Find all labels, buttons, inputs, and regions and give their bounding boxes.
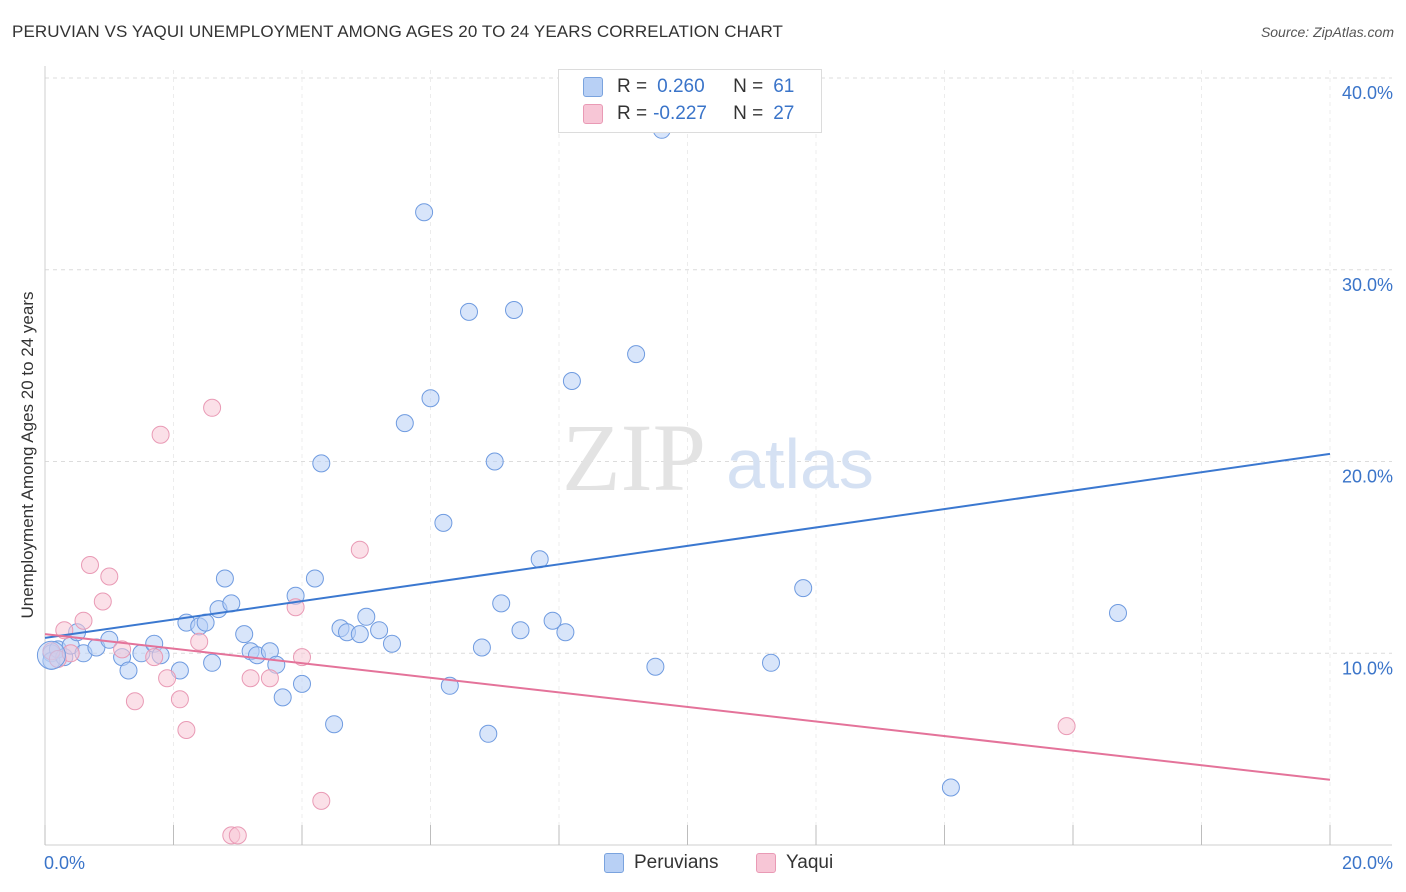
peruvians-point [203, 653, 222, 672]
yaqui-legend-label: Yaqui [786, 852, 834, 873]
peruvians-point [485, 452, 504, 471]
peruvians-point [370, 621, 389, 640]
yaqui-point [81, 556, 99, 574]
peruvians-point [941, 778, 960, 797]
peruvians-trend-line [44, 452, 1331, 639]
legend-row-peruvians: R = 0.260 N = 61 [583, 75, 794, 99]
peruvians-point [305, 569, 324, 588]
peruvians-point [794, 579, 813, 598]
yaqui-point [293, 648, 311, 667]
yaqui-r-value: -0.227 [653, 103, 707, 124]
peruvians-point [1109, 604, 1127, 622]
correlation-legend: R = 0.260 N = 61 R = -0.227 N = 27 [558, 69, 822, 133]
chart-source: Source: ZipAtlas.com [1260, 24, 1394, 40]
x-tick-label: 0.0% [44, 853, 85, 873]
peruvians-point [235, 625, 254, 644]
peruvians-point [222, 594, 241, 613]
yaqui-point [151, 425, 170, 444]
yaqui-swatch [583, 104, 603, 124]
peruvians-point [350, 625, 369, 644]
peruvians-point [357, 607, 376, 626]
peruvians-point [395, 414, 414, 433]
yaqui-point [93, 592, 112, 611]
peruvians-point [440, 676, 459, 695]
peruvians-point [543, 611, 562, 630]
yaqui-point [158, 669, 177, 688]
watermark-atlas: atlas [726, 425, 874, 503]
yaqui-trend-line [44, 633, 1331, 781]
peruvians-point [383, 634, 401, 653]
y-tick-label: 40.0% [1342, 83, 1393, 103]
peruvians-point [460, 302, 478, 321]
peruvians-legend-label: Peruvians [634, 852, 719, 873]
bottom-legend-peruvians: Peruvians [604, 852, 719, 874]
peruvians-point [119, 661, 138, 680]
peruvians-point [273, 688, 292, 707]
peruvians-point [312, 454, 331, 473]
tick-labels: 10.0% 20.0% 30.0% 40.0% 0.0% 20.0% [44, 83, 1393, 873]
legend-n-label: N = [733, 76, 764, 97]
yaqui-point [125, 692, 144, 711]
yaqui-point [145, 648, 164, 667]
peruvians-point [562, 372, 581, 390]
grid [45, 70, 1392, 845]
chart-title: PERUVIAN VS YAQUI UNEMPLOYMENT AMONG AGE… [12, 22, 784, 41]
peruvians-point [472, 638, 491, 657]
legend-n-label: N = [733, 103, 764, 124]
watermark: ZIP atlas [562, 404, 874, 511]
yaqui-point [241, 669, 260, 688]
peruvians-point [762, 653, 780, 672]
yaqui-point [170, 690, 189, 709]
watermark-zip: ZIP [562, 404, 706, 511]
peruvians-point [511, 621, 530, 640]
bottom-legend-yaqui: Yaqui [756, 852, 833, 874]
yaqui-point [350, 540, 369, 559]
y-tick-label: 20.0% [1342, 467, 1393, 487]
yaqui-point [190, 632, 209, 651]
peruvians-point [36, 640, 66, 670]
peruvians-point [325, 715, 344, 734]
yaqui-point [203, 398, 222, 417]
peruvians-point [421, 389, 440, 408]
yaqui-point [260, 669, 279, 688]
yaqui-n-value: 27 [773, 103, 795, 124]
y-axis-label: Unemployment Among Ages 20 to 24 years [18, 291, 37, 619]
peruvians-point [434, 513, 453, 532]
peruvians-point [646, 657, 665, 676]
peruvians-point [415, 203, 434, 222]
peruvians-point [293, 674, 311, 693]
yaqui-point [228, 826, 247, 845]
yaqui-legend-swatch [756, 853, 776, 873]
trend-lines [44, 452, 1331, 781]
yaqui-point [1057, 717, 1076, 736]
x-tick-label: 20.0% [1342, 853, 1393, 873]
peruvians-point [627, 345, 646, 364]
yaqui-point [177, 721, 196, 739]
legend-r-label: R = [617, 103, 648, 124]
yaqui-point [100, 567, 119, 586]
peruvians-point [505, 301, 523, 319]
peruvians-point [215, 569, 234, 588]
peruvians-r-value: 0.260 [657, 76, 705, 97]
yaqui-point [312, 791, 331, 810]
peruvians-n-value: 61 [773, 76, 795, 97]
peruvians-swatch [583, 77, 603, 97]
peruvians-point [492, 594, 511, 613]
y-tick-label: 30.0% [1342, 275, 1393, 295]
legend-row-yaqui: R = -0.227 N = 27 [583, 102, 794, 126]
peruvians-legend-swatch [604, 853, 624, 873]
peruvians-point [556, 623, 575, 642]
axes [44, 66, 1392, 846]
yaqui-point [74, 611, 93, 630]
legend-r-label: R = [617, 76, 648, 97]
peruvians-point [479, 724, 498, 743]
y-tick-label: 10.0% [1342, 658, 1393, 678]
yaqui-point [113, 640, 132, 659]
